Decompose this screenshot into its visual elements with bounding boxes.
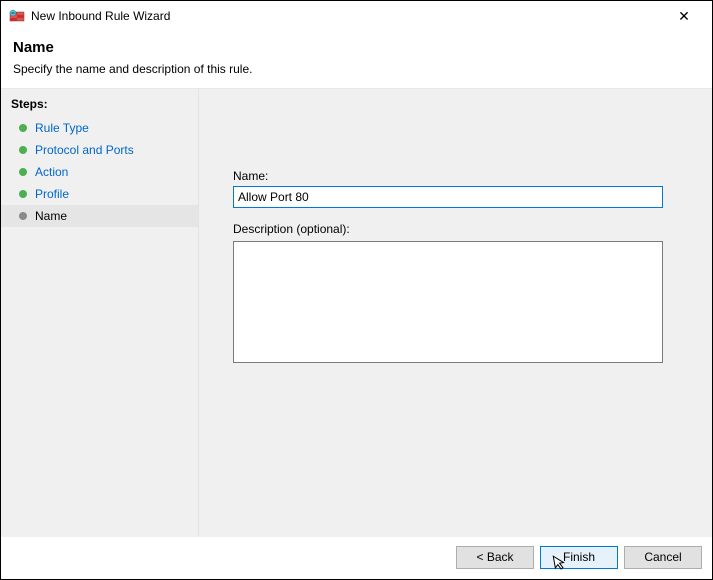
wizard-header: Name Specify the name and description of…	[1, 31, 712, 89]
step-label: Protocol and Ports	[35, 143, 134, 157]
step-protocol-ports[interactable]: Protocol and Ports	[1, 139, 198, 161]
titlebar: New Inbound Rule Wizard ✕	[1, 1, 712, 31]
step-label: Name	[35, 209, 67, 223]
steps-heading: Steps:	[1, 97, 198, 117]
description-input[interactable]	[233, 241, 663, 363]
page-subtitle: Specify the name and description of this…	[13, 62, 700, 76]
step-name[interactable]: Name	[1, 205, 198, 227]
bullet-icon	[19, 190, 27, 198]
finish-button[interactable]: Finish	[540, 546, 618, 569]
step-action[interactable]: Action	[1, 161, 198, 183]
firewall-icon	[9, 8, 25, 24]
cancel-button[interactable]: Cancel	[624, 546, 702, 569]
main-panel: Name: Description (optional):	[199, 89, 712, 537]
page-title: Name	[13, 39, 700, 56]
step-label: Profile	[35, 187, 69, 201]
bullet-icon	[19, 212, 27, 220]
name-label: Name:	[233, 169, 678, 183]
bullet-icon	[19, 168, 27, 176]
step-rule-type[interactable]: Rule Type	[1, 117, 198, 139]
close-icon[interactable]: ✕	[664, 8, 704, 25]
steps-sidebar: Steps: Rule Type Protocol and Ports Acti…	[1, 89, 199, 537]
content-area: Steps: Rule Type Protocol and Ports Acti…	[1, 89, 712, 537]
step-profile[interactable]: Profile	[1, 183, 198, 205]
bullet-icon	[19, 146, 27, 154]
description-label: Description (optional):	[233, 222, 678, 236]
bullet-icon	[19, 124, 27, 132]
step-label: Action	[35, 165, 68, 179]
back-button[interactable]: < Back	[456, 546, 534, 569]
button-row: < Back Finish Cancel	[456, 546, 702, 569]
name-input[interactable]	[233, 186, 663, 208]
window-title: New Inbound Rule Wizard	[31, 9, 664, 23]
step-label: Rule Type	[35, 121, 89, 135]
